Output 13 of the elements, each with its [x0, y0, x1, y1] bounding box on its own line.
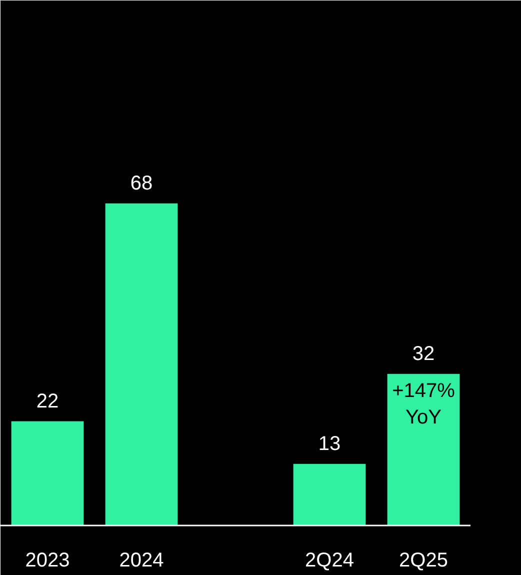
x-tick-label: 2024 [119, 550, 164, 572]
annotation: +147% YoY [392, 380, 456, 428]
data-label: 13 [318, 432, 341, 455]
data-label: 68 [130, 172, 153, 194]
bar [105, 203, 178, 526]
x-tick-label: 2Q25 [399, 550, 448, 572]
data-label: 32 [412, 342, 435, 365]
bar [293, 464, 366, 526]
x-tick-label: 2Q24 [305, 550, 354, 572]
x-tick-label: 2023 [25, 550, 70, 572]
bar [11, 421, 84, 526]
bar [387, 374, 460, 526]
data-label: 22 [36, 390, 59, 412]
